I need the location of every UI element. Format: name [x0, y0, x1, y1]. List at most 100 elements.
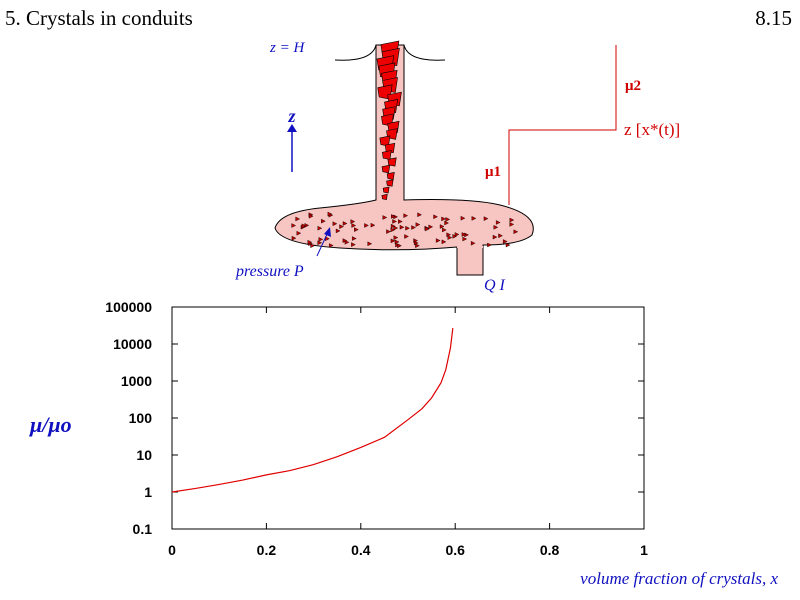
y-tick-label: 1 — [144, 484, 152, 500]
y-axis-label: μ/μo — [29, 412, 72, 437]
crystal — [393, 235, 399, 240]
crystal — [291, 235, 297, 241]
crystal — [382, 186, 390, 194]
crystal — [387, 157, 397, 167]
crystal — [381, 193, 388, 201]
crystal — [386, 172, 395, 180]
y-tick-label: 1000 — [121, 373, 152, 389]
crystal — [403, 213, 409, 218]
crystal — [461, 232, 467, 237]
y-tick-label: 0.1 — [133, 521, 153, 537]
crystal — [435, 238, 441, 243]
crystal — [487, 242, 492, 248]
crystal — [310, 243, 316, 249]
crystal — [397, 243, 402, 249]
data-line — [171, 327, 454, 493]
crystal — [318, 237, 324, 242]
crystal — [392, 219, 397, 224]
crystal — [335, 228, 341, 234]
crystal — [386, 229, 391, 234]
crystal — [394, 239, 400, 245]
flux-label: Q I — [484, 277, 506, 294]
crystal — [390, 227, 396, 233]
mu-upper: μ2 — [625, 78, 641, 94]
y-tick-label: 10 — [136, 447, 152, 463]
x-axis-label: volume fraction of crystals, x — [580, 569, 778, 588]
crystal — [370, 222, 376, 228]
crystal — [509, 222, 515, 227]
z-label: z — [287, 106, 295, 126]
pressure-arrow — [316, 231, 329, 257]
crystal — [509, 217, 515, 223]
crystal — [445, 217, 451, 222]
crystal — [498, 233, 503, 239]
y-tick-label: 10000 — [113, 336, 152, 352]
crystal — [415, 243, 420, 249]
crystal — [399, 224, 405, 230]
crystal — [492, 234, 498, 240]
crystal — [513, 229, 519, 235]
crystal — [344, 239, 350, 245]
crystal — [444, 220, 449, 226]
crystal — [367, 241, 373, 247]
y-tick-label: 100 — [129, 410, 153, 426]
crystal — [317, 225, 323, 231]
crystal — [452, 234, 458, 239]
plot-frame — [171, 306, 645, 530]
crystal — [342, 238, 348, 243]
crystal — [384, 142, 396, 154]
crystal — [493, 224, 499, 230]
crystal — [439, 224, 445, 229]
x-tick-label: 0.8 — [540, 542, 560, 558]
conduit-diagram: z z = H pressure P Q I μ1 μ2 z [x*(t)] — [235, 40, 680, 294]
crystals — [291, 40, 519, 249]
x-tick-label: 0.4 — [351, 542, 371, 558]
crystal — [428, 224, 434, 230]
crystal — [415, 222, 421, 227]
crystal — [386, 179, 394, 187]
z-arrow-head — [287, 124, 297, 132]
crystal — [424, 226, 430, 232]
crystal — [460, 215, 466, 221]
crystal — [441, 239, 447, 245]
crystal — [505, 242, 511, 248]
crystal — [390, 238, 396, 244]
vent-rim — [334, 44, 446, 61]
crystal — [471, 216, 477, 221]
crystal — [441, 216, 446, 222]
crystal — [502, 239, 508, 244]
crystal — [317, 240, 323, 246]
top-label: z = H — [269, 40, 305, 56]
crystal — [391, 214, 396, 219]
interface-label: z [x*(t)] — [624, 120, 680, 139]
x-tick-label: 1 — [640, 542, 648, 558]
pressure-arrow-head — [324, 227, 331, 237]
crystal — [308, 213, 314, 219]
crystal — [291, 223, 297, 228]
x-tick-label: 0.6 — [445, 542, 465, 558]
crystal — [433, 214, 438, 220]
crystal — [295, 216, 301, 222]
crystal — [411, 225, 416, 230]
crystal — [351, 236, 357, 241]
mu-lower: μ1 — [485, 164, 501, 180]
crystal — [351, 242, 356, 247]
crystal — [405, 225, 410, 231]
crystal — [332, 221, 338, 227]
pressure-label: pressure P — [235, 263, 304, 280]
x-tick-label: 0 — [168, 542, 176, 558]
crystal — [393, 225, 399, 231]
crystal — [327, 211, 333, 217]
crystal — [364, 223, 369, 228]
crystal — [404, 234, 409, 239]
crystal — [390, 223, 396, 229]
page-number: 8.15 — [755, 6, 792, 30]
crystal — [381, 164, 391, 174]
x-tick-label: 0.2 — [257, 542, 277, 558]
crystal — [296, 230, 302, 236]
crystal — [351, 223, 357, 228]
crystal — [328, 243, 334, 248]
crystal — [301, 223, 307, 229]
